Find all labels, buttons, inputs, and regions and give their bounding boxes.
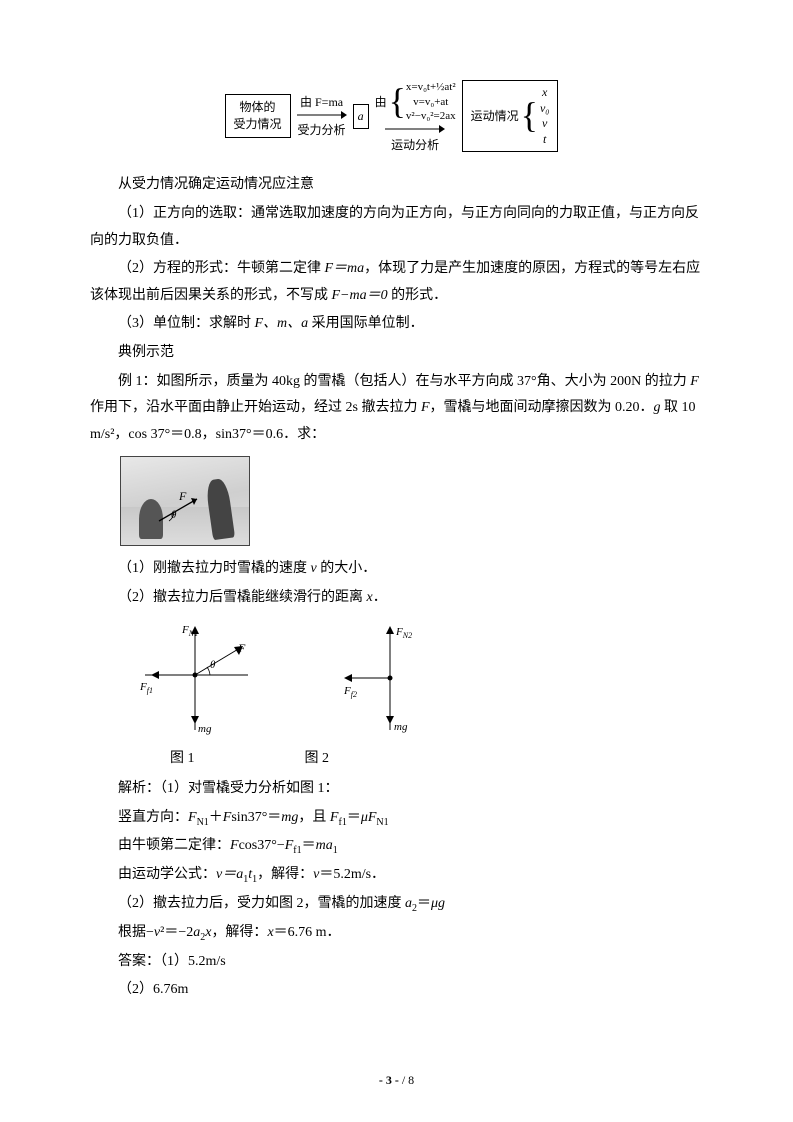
sol-line: 由运动学公式：v＝a1t1，解得：v＝5.2m/s． [90, 862, 703, 889]
fbd-row: FN1 F θ Ff1 mg FN2 Ff2 mg [130, 620, 703, 740]
box2-item: t [540, 132, 550, 148]
eq1: x=v₀t+½at² [406, 80, 456, 94]
svg-text:FN1: FN1 [181, 624, 198, 638]
box-motion-situation: 运动情况 { x v₀ v t [462, 80, 559, 152]
sol-line: 解析：（1）对雪橇受力分析如图 1： [90, 776, 703, 803]
sol-line: 根据−v²＝−2a2x，解得：x＝6.76 m． [90, 920, 703, 947]
arrow1-block: 由 F=ma 受力分析 [297, 95, 347, 138]
eq3: v²−v₀²=2ax [406, 109, 456, 123]
box2-item: v [540, 116, 550, 132]
arrow2-bot: 运动分析 [375, 138, 456, 152]
svg-text:θ: θ [210, 659, 216, 671]
person-pulling-icon [205, 478, 235, 540]
page-total: / 8 [399, 1073, 414, 1087]
svg-text:Ff1: Ff1 [139, 681, 153, 695]
box2-label: 运动情况 [471, 108, 519, 125]
note-3: （3）单位制：求解时 F、m、a 采用国际单位制． [90, 311, 703, 338]
arrow-right-icon [385, 124, 445, 134]
svg-text:Ff2: Ff2 [343, 685, 357, 699]
question-2: （2）撤去拉力后雪橇能继续滑行的距离 x． [90, 585, 703, 612]
heading-examples: 典例示范 [90, 340, 703, 367]
answer-1: 答案：（1）5.2m/s [90, 949, 703, 976]
a-box: a [353, 104, 369, 129]
page-current: - 3 - [379, 1073, 399, 1087]
note-2: （2）方程的形式：牛顿第二定律 F＝ma，体现了力是产生加速度的原因，方程式的等… [90, 256, 703, 309]
svg-text:FN2: FN2 [395, 626, 412, 640]
example-1: 例 1：如图所示，质量为 40kg 的雪橇（包括人）在与水平方向成 37°角、大… [90, 369, 703, 449]
svg-text:mg: mg [394, 721, 408, 733]
arrow1-top: 由 F=ma [297, 95, 347, 109]
fbd-2: FN2 Ff2 mg [330, 620, 440, 740]
sol-line: （2）撤去拉力后，受力如图 2，雪橇的加速度 a2＝μg [90, 891, 703, 918]
sol-line: 竖直方向：FN1＋Fsin37°＝mg，且 Ff1＝μFN1 [90, 805, 703, 832]
sol-line: 由牛顿第二定律：Fcos37°−Ff1＝ma1 [90, 833, 703, 860]
svg-text:F: F [237, 641, 246, 655]
heading-note: 从受力情况确定运动情况应注意 [90, 172, 703, 199]
by-text: 由 [375, 95, 387, 109]
question-1: （1）刚撤去拉力时雪橇的速度 v 的大小． [90, 556, 703, 583]
eq2: v=v₀+at [406, 95, 456, 109]
fbd-1: FN1 F θ Ff1 mg [130, 620, 260, 740]
svg-text:mg: mg [198, 723, 212, 735]
fig2-label: 图 2 [305, 746, 330, 773]
note-1: （1）正方向的选取：通常选取加速度的方向为正方向，与正方向同向的力取正值，与正方… [90, 201, 703, 254]
answer-2: （2）6.76m [90, 977, 703, 1004]
box2-item: x [540, 85, 550, 101]
page-footer: - 3 - / 8 [0, 1069, 793, 1092]
fig-labels: 图 1 图 2 [170, 746, 703, 773]
example-image: F θ [120, 456, 250, 546]
f-label: F [179, 485, 186, 508]
box2-item: v₀ [540, 101, 550, 117]
box-force-situation: 物体的 受力情况 [225, 94, 291, 138]
theta-label: θ [171, 505, 176, 526]
fig1-label: 图 1 [170, 746, 195, 773]
arrow2-block: 由 { x=v₀t+½at² v=v₀+at v²−v₀²=2ax 运动分析 [375, 80, 456, 152]
brace-left-icon: { [521, 105, 538, 127]
brace-left-icon: { [389, 91, 406, 113]
box1-line2: 受力情况 [234, 116, 282, 133]
kinematic-eqs: x=v₀t+½at² v=v₀+at v²−v₀²=2ax [406, 80, 456, 123]
flow-diagram: 物体的 受力情况 由 F=ma 受力分析 a 由 { x=v₀t+½at² v=… [80, 80, 703, 152]
box1-line1: 物体的 [234, 99, 282, 116]
arrow-right-icon [297, 110, 347, 120]
arrow1-bot: 受力分析 [297, 123, 347, 137]
